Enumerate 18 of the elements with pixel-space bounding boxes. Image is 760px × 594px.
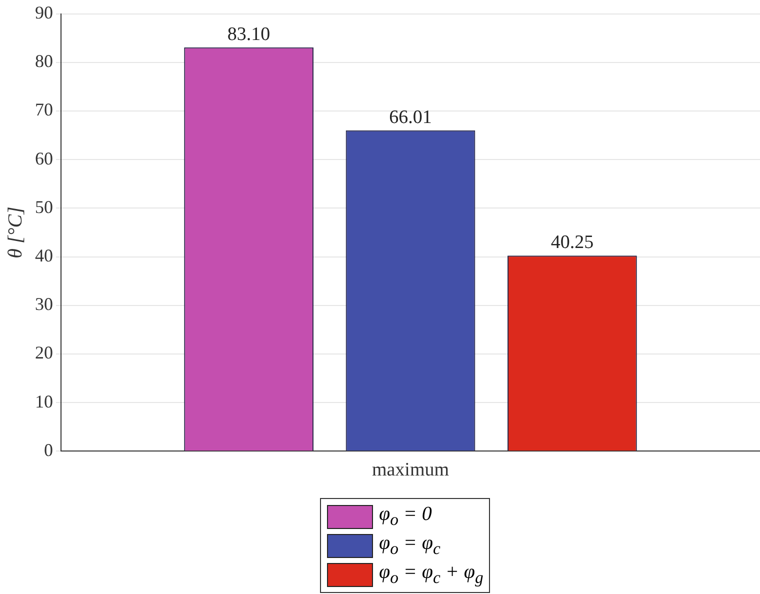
legend-label: φ$_{o}$ = φ$_{c}$ + φ$_{g}$ <box>379 561 484 588</box>
y-tick-label: 50 <box>35 196 53 217</box>
y-tick-label: 0 <box>44 440 53 460</box>
y-tick-label: 60 <box>35 148 53 168</box>
y-tick-label: 80 <box>35 51 53 72</box>
data-label: 66.01 <box>389 106 432 128</box>
y-tick-label: 30 <box>35 294 53 314</box>
legend-label: φ$_{o}$ = 0 <box>379 503 432 530</box>
data-label: 40.25 <box>550 232 594 254</box>
legend-label: φ$_{o}$ = φ$_{c}$ <box>379 532 440 559</box>
y-tick-label: 90 <box>35 2 53 23</box>
x-tick-label: maximum <box>372 460 450 481</box>
y-tick-label: 70 <box>35 100 53 120</box>
y-tick-label: 10 <box>35 391 53 412</box>
y-tick-label: 40 <box>35 246 53 266</box>
y-tick-label: 20 <box>35 342 53 363</box>
data-label: 83.10 <box>227 24 270 45</box>
y-axis-title: θ [°C] <box>4 206 26 258</box>
